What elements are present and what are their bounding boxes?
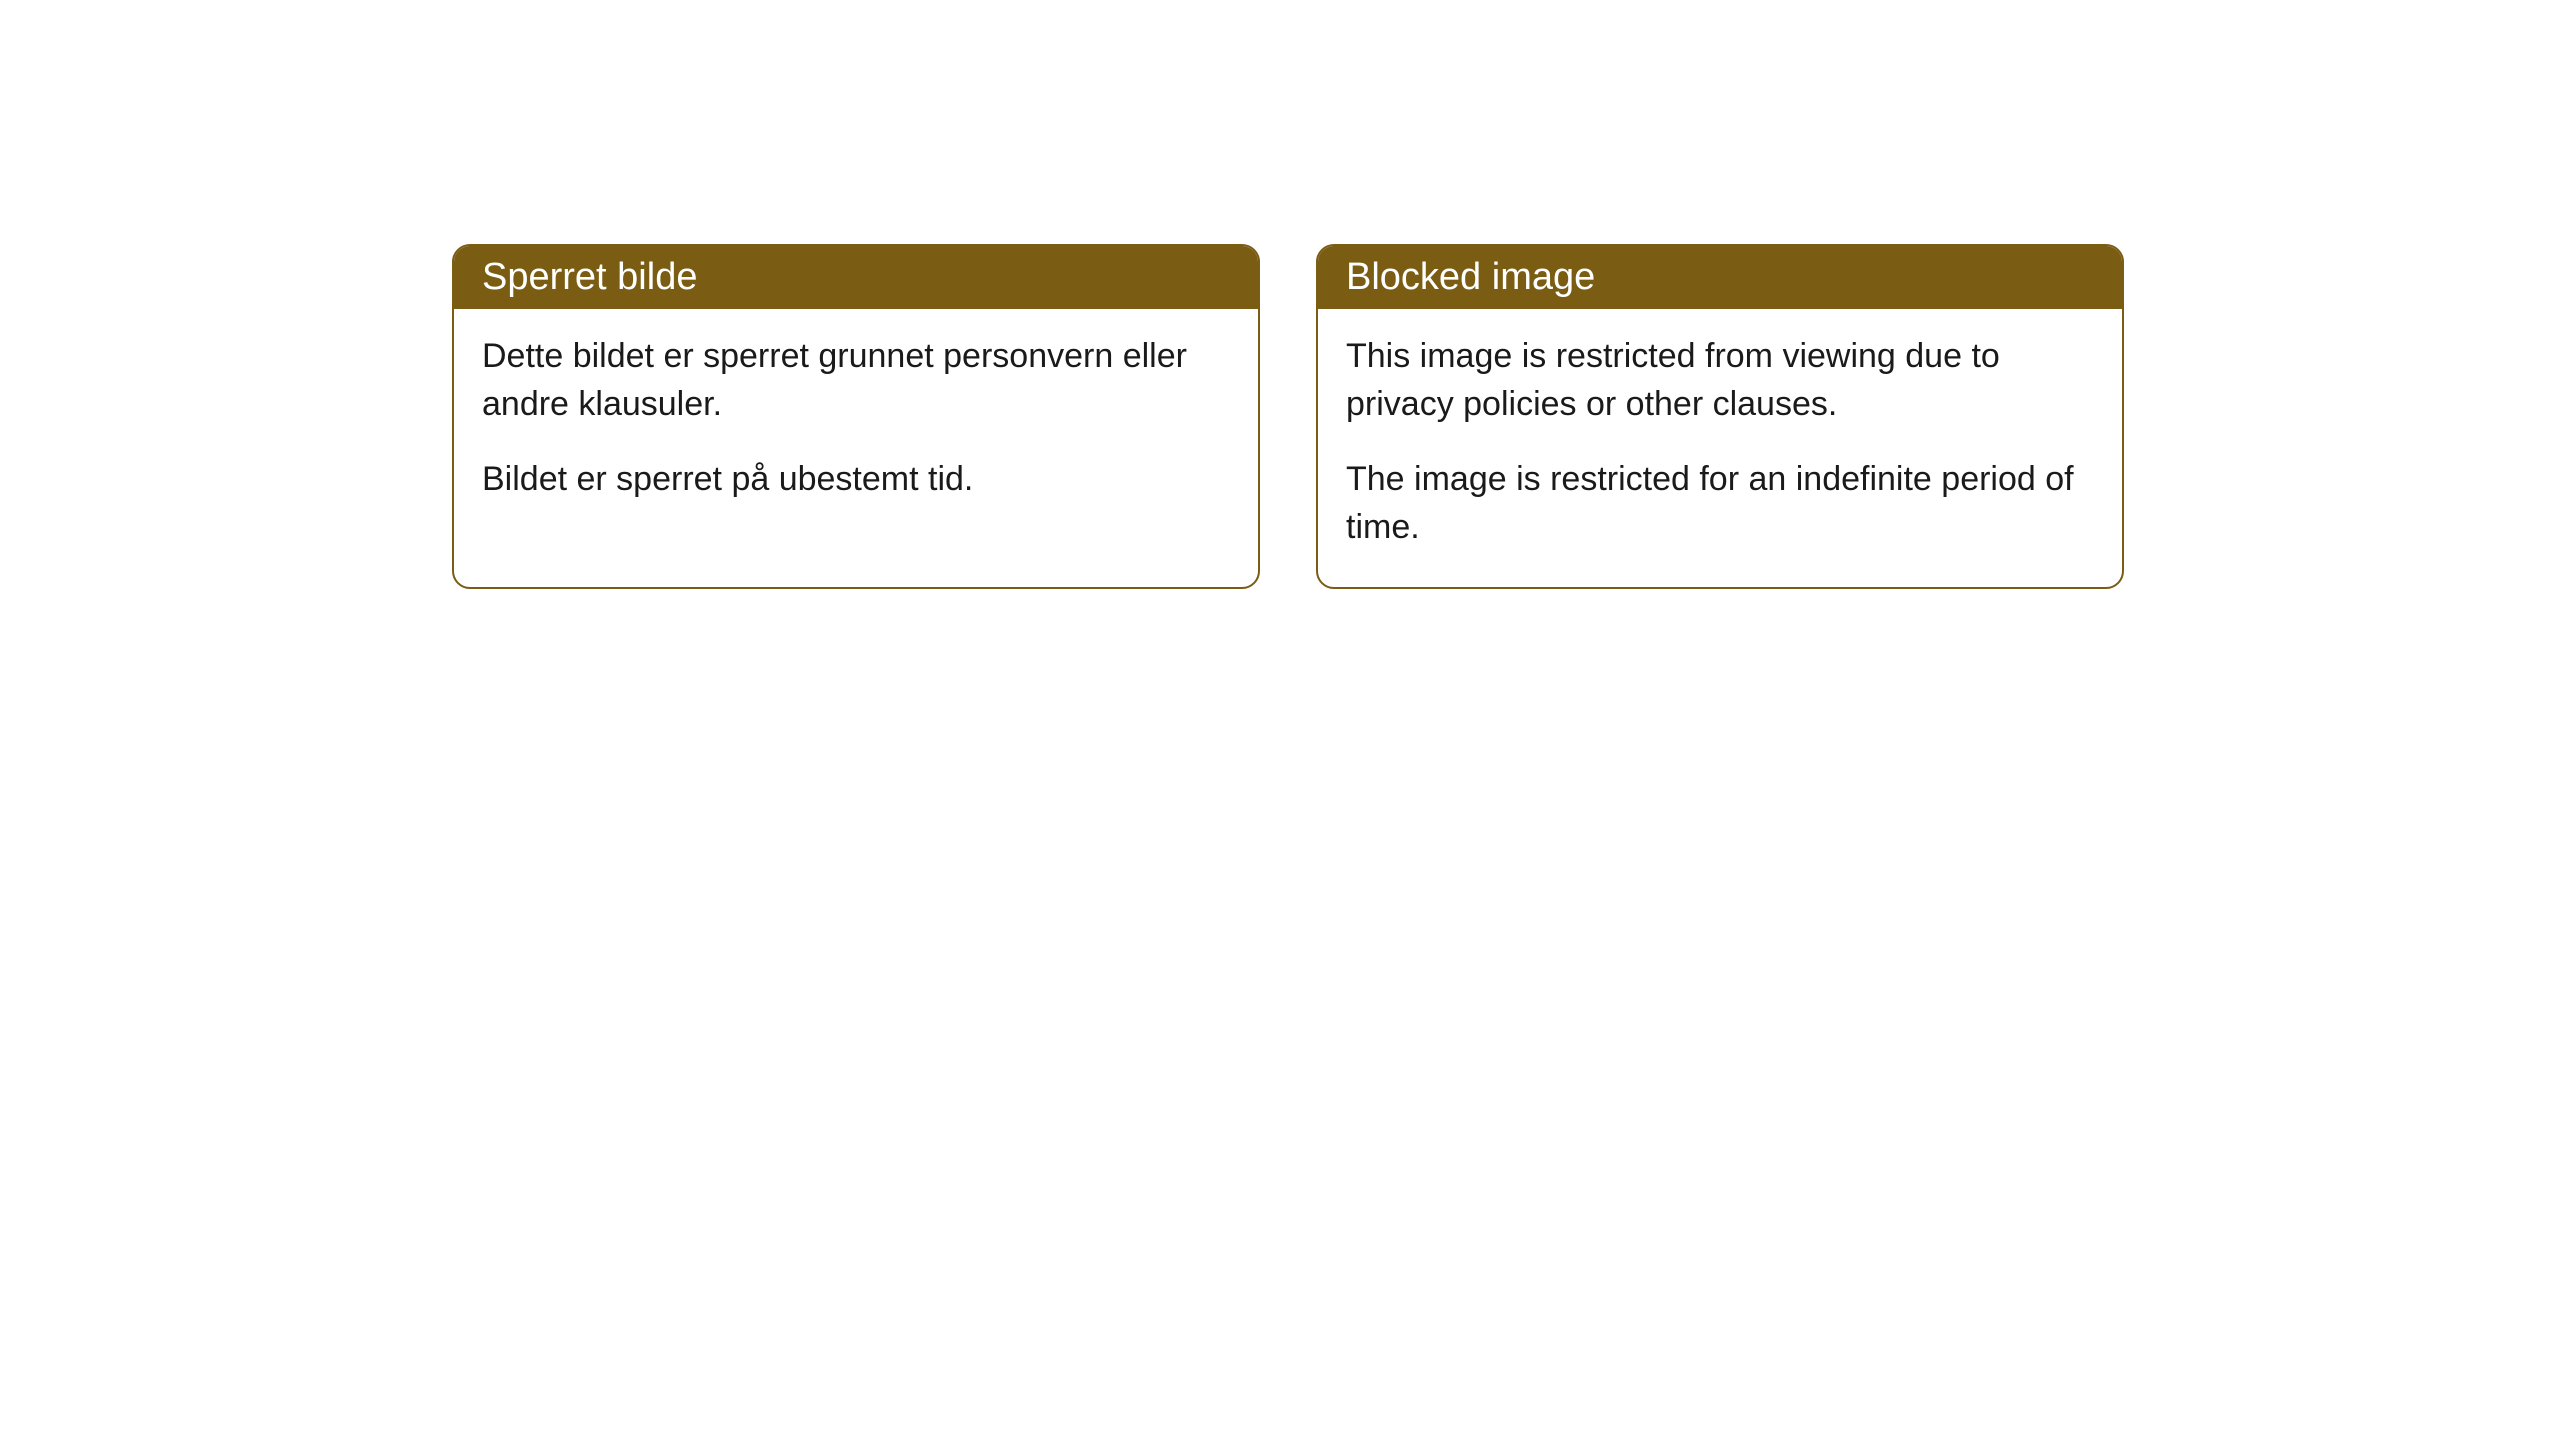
card-paragraph: Dette bildet er sperret grunnet personve… — [482, 333, 1230, 428]
card-title: Blocked image — [1346, 256, 1595, 298]
blocked-image-card-norwegian: Sperret bilde Dette bildet er sperret gr… — [452, 244, 1260, 589]
card-paragraph: The image is restricted for an indefinit… — [1346, 456, 2094, 551]
card-body: Dette bildet er sperret grunnet personve… — [454, 309, 1258, 540]
card-header: Sperret bilde — [454, 246, 1258, 309]
card-header: Blocked image — [1318, 246, 2122, 309]
card-body: This image is restricted from viewing du… — [1318, 309, 2122, 587]
card-title: Sperret bilde — [482, 256, 697, 298]
card-paragraph: This image is restricted from viewing du… — [1346, 333, 2094, 428]
blocked-image-card-english: Blocked image This image is restricted f… — [1316, 244, 2124, 589]
card-paragraph: Bildet er sperret på ubestemt tid. — [482, 456, 1230, 504]
notice-cards-container: Sperret bilde Dette bildet er sperret gr… — [452, 244, 2124, 589]
